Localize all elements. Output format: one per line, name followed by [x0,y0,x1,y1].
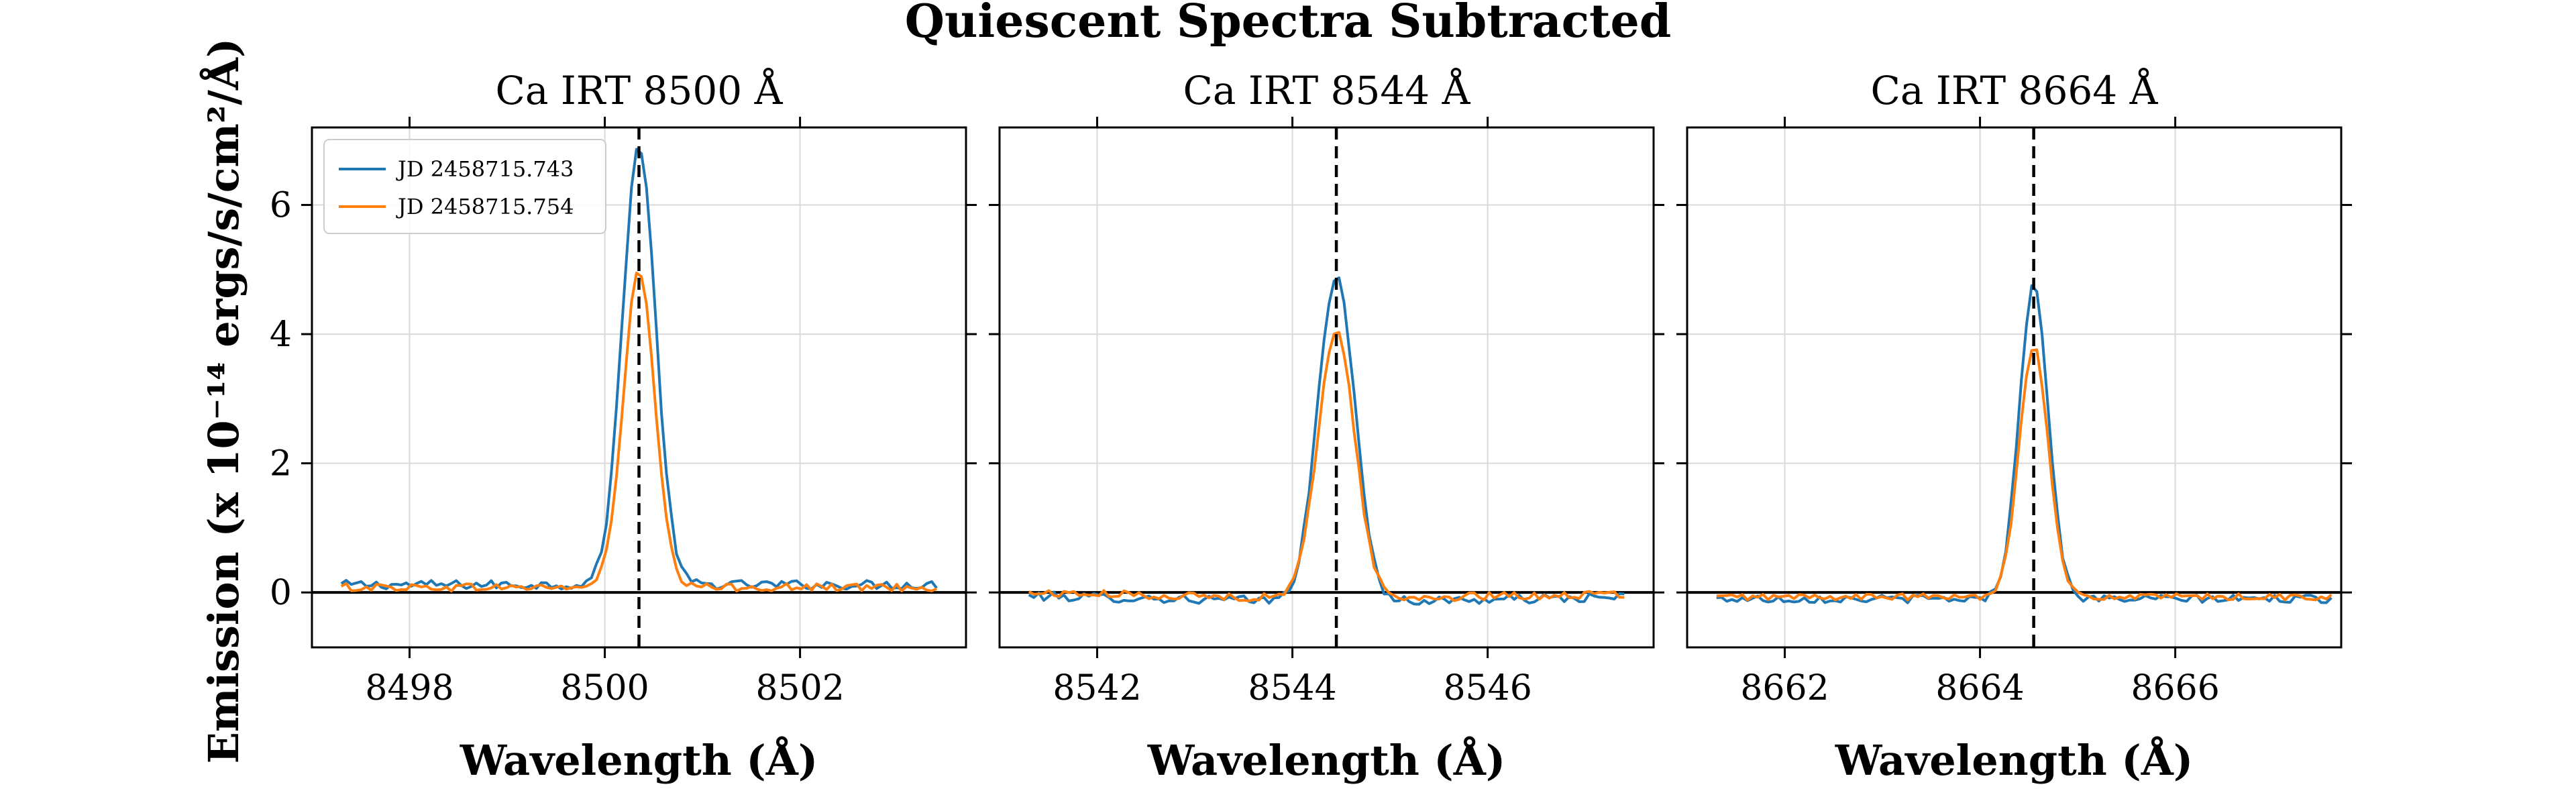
x-tick-label: 8662 [1740,668,1829,708]
panel-2: 8542 8544 8546 Ca IRT 8544 Å Wavelength (Å) [989,68,1664,785]
y-tick-label: 4 [270,315,292,355]
legend: JD 2458715.743 JD 2458715.754 [323,139,606,234]
panel-title: Ca IRT 8664 Å [1870,68,2158,113]
panel-frame [1686,126,2343,649]
panel-frame [998,126,1655,649]
x-axis-label: Wavelength (Å) [1147,736,1505,785]
legend-label: JD 2458715.743 [396,156,574,182]
legend-box [323,139,606,234]
panel-title: Ca IRT 8500 Å [495,68,783,113]
x-tick-label: 8544 [1248,668,1336,708]
y-tick-label: 2 [270,444,292,484]
panel-3: 8662 8664 8666 Ca IRT 8664 Å Wavelength (Å) [1676,68,2352,785]
x-tick-label: 8498 [365,668,453,708]
panel-title: Ca IRT 8544 Å [1183,68,1470,113]
x-tick-label: 8666 [2131,668,2219,708]
chart-suptitle: Quiescent Spectra Subtracted [905,0,1672,48]
panels-group: 8498 8500 8502 0 2 4 6 Ca IRT 8500 Å Wavelength … [270,68,2352,785]
y-axis-label: Emission (x 10⁻¹⁴ ergs/s/cm²/Å) [199,38,248,764]
series-line-2 [1028,331,1625,602]
x-axis-label: Wavelength (Å) [1835,736,2193,785]
y-tick-label: 0 [270,573,292,613]
panel-1: 8498 8500 8502 0 2 4 6 Ca IRT 8500 Å Wavelength … [270,68,977,785]
legend-label: JD 2458715.754 [396,194,574,219]
x-tick-label: 8542 [1053,668,1141,708]
panel-frame [311,126,967,649]
x-tick-label: 8546 [1443,668,1532,708]
series-line-2 [1716,348,2332,602]
series-line-1 [1028,276,1625,606]
x-axis-label: Wavelength (Å) [460,736,818,785]
x-tick-label: 8664 [1935,668,2024,708]
y-tick-label: 6 [270,186,292,226]
series-line-1 [1716,284,2332,604]
x-tick-label: 8500 [560,668,649,708]
x-tick-label: 8502 [755,668,844,708]
series-line-2 [340,272,938,593]
